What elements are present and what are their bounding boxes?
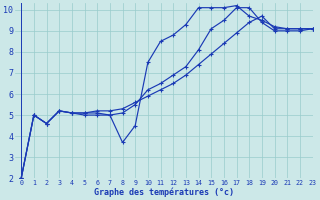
X-axis label: Graphe des températures (°c): Graphe des températures (°c) [94, 187, 234, 197]
